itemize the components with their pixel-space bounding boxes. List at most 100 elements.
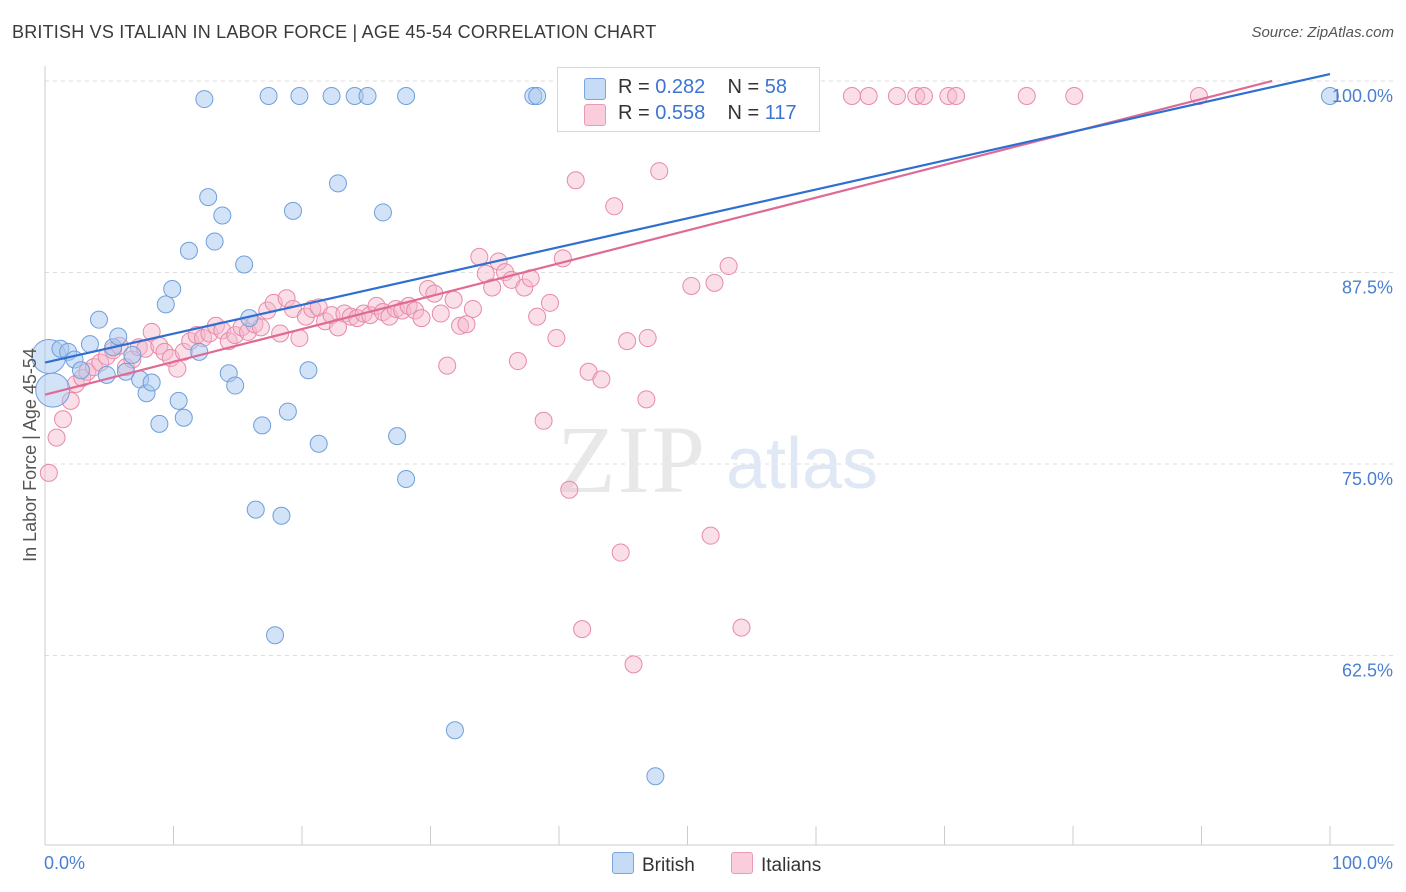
italian-point: [412, 309, 431, 328]
british-point: [174, 408, 193, 427]
british-point: [397, 470, 416, 488]
y-tick-label: 87.5%: [1342, 278, 1393, 298]
trend-lines: [44, 72, 1331, 396]
x-tick-label-min: 0.0%: [44, 853, 85, 873]
italian-point: [438, 356, 457, 375]
italian-point: [859, 87, 878, 105]
italian-point: [914, 87, 933, 105]
italian-point: [528, 307, 547, 326]
watermark: ZIP atlas: [557, 406, 878, 513]
british-point: [89, 310, 108, 329]
british-point: [246, 500, 265, 519]
italian-point: [1065, 87, 1084, 105]
italian-point: [451, 316, 470, 335]
y-tick-label: 62.5%: [1342, 661, 1393, 681]
british-n-value: 58: [764, 76, 788, 98]
italian-point: [592, 370, 611, 389]
italian-point: [732, 618, 751, 637]
british-points: [31, 87, 1339, 786]
italian-point: [907, 87, 926, 105]
italian-legend-label: Italians: [761, 855, 822, 876]
italian-point: [650, 162, 669, 181]
british-point: [373, 203, 392, 222]
italian-r-label: R =: [618, 102, 656, 124]
italian-point: [566, 171, 585, 190]
watermark-zip: ZIP: [557, 406, 707, 513]
italian-point: [887, 87, 906, 105]
british-point: [259, 87, 278, 105]
british-point: [284, 201, 303, 220]
british-legend-swatch: [612, 852, 634, 874]
italian-point: [457, 315, 476, 334]
british-point: [163, 280, 182, 299]
italian-point: [47, 428, 66, 447]
british-point: [213, 206, 232, 225]
british-trend-line: [44, 72, 1331, 364]
italian-point: [277, 289, 296, 308]
italian-n-label: N =: [727, 102, 765, 124]
italian-point: [618, 332, 637, 351]
british-point: [226, 376, 245, 395]
british-point: [272, 506, 291, 525]
y-tick-label: 100.0%: [1332, 86, 1393, 106]
italian-point: [842, 87, 861, 105]
italian-point: [53, 410, 72, 429]
y-axis-label: In Labor Force | Age 45-54: [20, 348, 40, 562]
british-point: [169, 391, 188, 410]
british-point: [235, 255, 254, 274]
italian-point: [393, 301, 412, 320]
british-n-label: N =: [727, 76, 765, 98]
british-point: [205, 232, 224, 251]
italian-point: [637, 390, 656, 409]
british-point: [646, 767, 665, 786]
british-point: [322, 87, 341, 105]
british-point: [278, 402, 297, 421]
bottom-legend-italians[interactable]: Italians: [731, 852, 821, 877]
italian-point: [682, 276, 701, 295]
grid-layer: [45, 80, 1394, 656]
british-point: [445, 721, 464, 740]
british-point: [199, 188, 218, 207]
italian-point: [947, 87, 966, 105]
british-point: [388, 427, 407, 446]
italian-point: [406, 301, 425, 320]
italian-point: [638, 329, 657, 348]
italian-point: [508, 352, 527, 371]
italian-n-value: 117: [764, 102, 797, 124]
british-point: [195, 90, 214, 109]
italian-point: [605, 197, 624, 216]
italian-point: [547, 329, 566, 348]
british-point: [150, 414, 169, 433]
chart-title: BRITISH VS ITALIAN IN LABOR FORCE | AGE …: [12, 22, 657, 42]
italian-point: [701, 526, 720, 545]
italian-point: [705, 273, 724, 292]
italian-point: [719, 257, 738, 276]
axes-layer: [44, 66, 1394, 846]
italian-point: [515, 278, 534, 297]
british-point: [266, 626, 285, 645]
british-r-value: 0.282: [655, 76, 706, 98]
italians-points: [39, 87, 1208, 674]
italian-point: [939, 87, 958, 105]
british-point: [179, 241, 198, 260]
british-point: [71, 361, 90, 380]
british-point: [123, 345, 142, 364]
source-label: Source: ZipAtlas.com: [1251, 24, 1394, 41]
british-point: [253, 416, 272, 435]
italian-point: [303, 299, 322, 318]
italian-point: [560, 480, 579, 499]
italian-point: [483, 278, 502, 297]
british-point: [309, 434, 328, 453]
british-point: [290, 87, 309, 105]
italian-point: [142, 322, 161, 341]
italian-point: [624, 655, 643, 674]
italian-point: [39, 463, 58, 482]
british-legend-label: British: [642, 855, 695, 876]
italian-legend-swatch: [731, 852, 753, 874]
italian-point: [431, 304, 450, 323]
british-point: [358, 87, 377, 105]
british-r-label: R =: [618, 76, 656, 98]
italian-point: [541, 293, 560, 312]
bottom-legend-british[interactable]: British: [612, 852, 695, 877]
tick-labels: 62.5% 75.0% 87.5% 100.0% 0.0% 100.0%: [44, 86, 1393, 873]
